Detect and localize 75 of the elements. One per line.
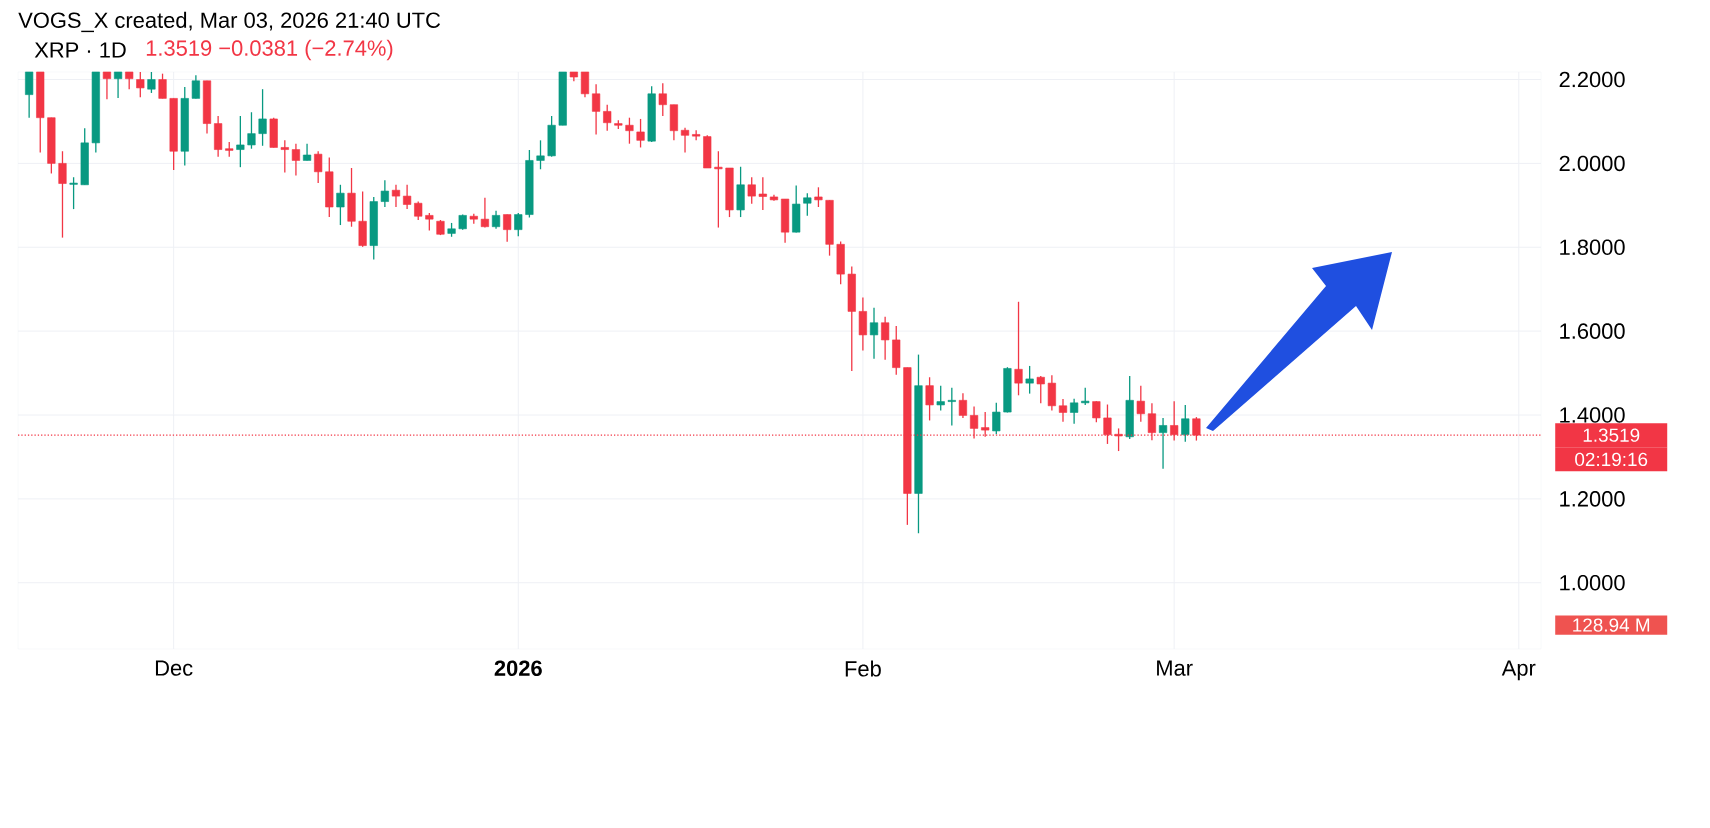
candlestick: [514, 212, 523, 238]
candlestick: [302, 143, 312, 162]
candlestick: [881, 316, 890, 361]
candlestick: [592, 83, 601, 136]
candlestick: [803, 192, 812, 217]
y-tick-label: 2.2000: [1559, 71, 1625, 88]
candlestick: [1158, 417, 1168, 470]
x-tick-label: Feb: [845, 660, 881, 677]
candlestick: [925, 376, 934, 422]
candlestick: [1047, 374, 1056, 412]
candlestick: [747, 176, 756, 205]
candlestick: [380, 179, 389, 208]
candlestick: [536, 139, 545, 170]
candlestick: [580, 71, 590, 98]
candlestick: [636, 118, 645, 149]
candlestick: [625, 117, 634, 145]
x-tick-label: 2026: [494, 660, 542, 677]
candlestick: [136, 71, 145, 98]
chart-subtitle: 1.3519 −0.0381 (−2.74%): [146, 39, 393, 61]
candlestick: [236, 115, 245, 168]
candlestick: [258, 88, 267, 147]
candlestick: [247, 111, 256, 150]
candlestick: [692, 129, 701, 141]
candlestick: [1025, 365, 1034, 395]
candlestick: [280, 139, 289, 174]
candlestick: [480, 197, 489, 229]
candlestick: [147, 71, 156, 94]
candlestick: [1014, 301, 1023, 396]
candlestick: [1136, 384, 1145, 423]
x-tick-label: Apr: [1501, 660, 1536, 681]
candlestick: [603, 104, 612, 132]
ref-line-label: 1.3519: [1583, 428, 1640, 442]
candlestick: [1181, 404, 1190, 443]
candlestick: [758, 176, 767, 211]
candlestick: [1092, 400, 1101, 423]
candlestick: [1036, 375, 1045, 404]
y-tick-label: 1.0000: [1560, 574, 1625, 591]
chart-title: XRP · 1D: [34, 42, 126, 58]
y-tick-label: 1.4000: [1560, 407, 1625, 423]
candlestick: [869, 307, 879, 360]
candlestick: [491, 210, 501, 230]
candlestick: [858, 296, 867, 352]
candlestick: [102, 71, 112, 100]
candlestick: [958, 392, 968, 419]
x-tick-label: Dec: [155, 660, 193, 676]
candlestick: [113, 71, 123, 99]
candlestick: [25, 71, 34, 119]
candlestick: [936, 384, 945, 412]
candlestick: [403, 184, 412, 210]
candlestick: [58, 150, 67, 239]
candlestick: [680, 127, 690, 154]
candlestick: [69, 176, 78, 210]
y-tick-label: 1.8000: [1560, 239, 1625, 256]
text: 128.94 M: [1573, 618, 1650, 632]
x-tick-label: Mar: [1157, 660, 1193, 676]
candlestick: [336, 184, 345, 226]
candlestick: [714, 150, 723, 229]
y-tick-label: 1.2000: [1560, 491, 1625, 507]
text: 02:19:16: [1575, 452, 1648, 467]
candlestick: [814, 186, 823, 208]
candlestick: [992, 402, 1001, 435]
candlestick: [191, 74, 200, 100]
candlestick: [1070, 397, 1079, 425]
candlestick: [658, 82, 667, 117]
candlestick: [158, 73, 167, 100]
candlestick: [291, 143, 301, 177]
y-tick-label: 1.6000: [1560, 323, 1625, 339]
candlestick: [1058, 398, 1068, 423]
y-tick-label: 2.0000: [1559, 155, 1625, 172]
candlestick: [414, 200, 423, 221]
candlestick: [391, 184, 401, 208]
candlestick: [947, 387, 956, 427]
candlestick: [314, 150, 323, 184]
candlestick: [503, 213, 512, 243]
text: VOGS_X created, Mar 03, 2026 21:40 UTC: [18, 11, 441, 33]
